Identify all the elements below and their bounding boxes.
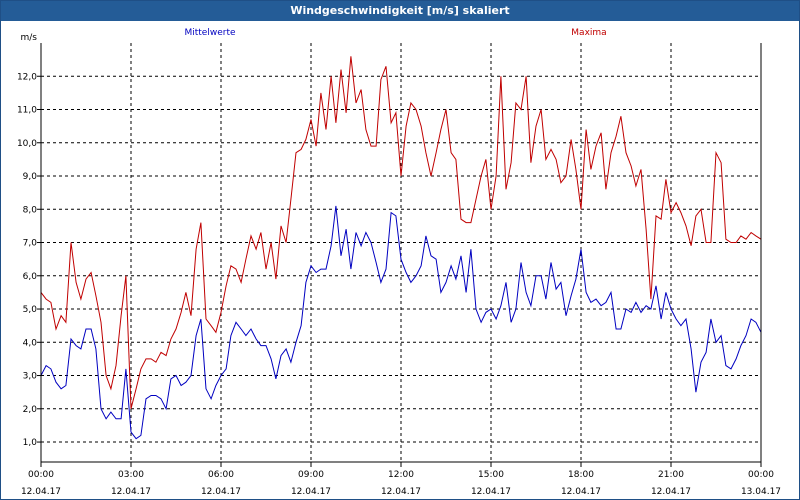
- x-tick-label-date: 12.04.17: [471, 487, 511, 497]
- x-tick-label-date: 12.04.17: [651, 487, 691, 497]
- y-tick-label: 1,0: [23, 438, 38, 448]
- legend-maxima: Maxima: [571, 28, 606, 38]
- y-tick-label: 3,0: [23, 372, 38, 382]
- x-tick-label-time: 21:00: [658, 470, 684, 480]
- x-tick-label-time: 03:00: [118, 470, 144, 480]
- y-axis-label: m/s: [21, 33, 38, 43]
- series-line-maxima: [40, 56, 762, 409]
- x-tick-label-date: 12.04.17: [561, 487, 601, 497]
- x-tick-label-time: 09:00: [298, 470, 324, 480]
- y-tick-label: 8,0: [23, 205, 38, 215]
- x-tick-label-time: 15:00: [478, 470, 504, 480]
- x-tick-label-date: 13.04.17: [741, 487, 781, 497]
- x-tick-label-date: 12.04.17: [291, 487, 331, 497]
- x-tick-label-date: 12.04.17: [111, 487, 151, 497]
- y-tick-label: 11,0: [17, 106, 37, 116]
- x-tick-label-time: 06:00: [208, 470, 234, 480]
- window-title: Windgeschwindigkeit [m/s] skaliert: [1, 1, 799, 21]
- x-tick-label-time: 00:00: [28, 470, 54, 480]
- y-tick-label: 10,0: [17, 139, 37, 149]
- x-tick-label-date: 12.04.17: [201, 487, 241, 497]
- y-tick-label: 6,0: [23, 272, 38, 282]
- y-tick-label: 2,0: [23, 405, 38, 415]
- y-tick-label: 9,0: [23, 172, 38, 182]
- x-tick-label-date: 12.04.17: [21, 487, 61, 497]
- series-line-mittelwerte: [40, 205, 762, 440]
- x-tick-label-time: 18:00: [568, 470, 594, 480]
- x-tick-label-time: 00:00: [748, 470, 774, 480]
- y-tick-label: 12,0: [17, 72, 37, 82]
- y-tick-label: 7,0: [23, 239, 38, 249]
- legend-mittelwerte: Mittelwerte: [184, 28, 235, 38]
- x-tick-label-date: 12.04.17: [381, 487, 421, 497]
- y-tick-label: 5,0: [23, 305, 38, 315]
- wind-speed-chart: 1,0 2,0 3,0 4,0 5,0 6,0 7,0 8,0 9,0 10,0 11,0 12,0 0…: [17, 28, 781, 497]
- y-tick-label: 4,0: [23, 338, 38, 348]
- x-tick-label-time: 12:00: [388, 470, 414, 480]
